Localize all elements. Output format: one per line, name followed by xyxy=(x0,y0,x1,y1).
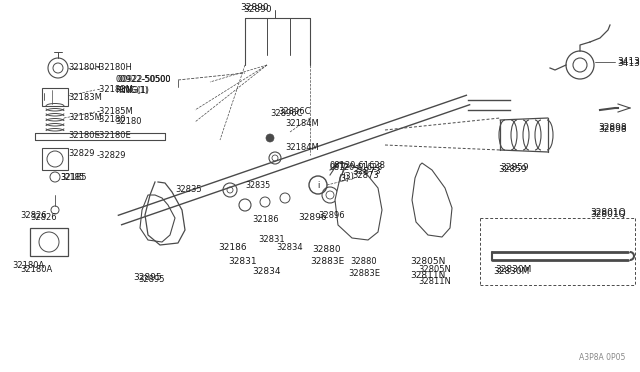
Text: 32896: 32896 xyxy=(298,214,326,222)
Text: 32883E: 32883E xyxy=(348,269,380,278)
Text: 32180A: 32180A xyxy=(12,260,44,269)
Text: 32873: 32873 xyxy=(352,170,379,180)
Polygon shape xyxy=(335,165,382,240)
Text: 32890: 32890 xyxy=(241,3,269,13)
Polygon shape xyxy=(412,163,452,237)
Text: 00922-50500: 00922-50500 xyxy=(118,76,172,84)
Text: 32834: 32834 xyxy=(276,244,303,253)
Text: 32185: 32185 xyxy=(60,173,84,182)
Text: 32895: 32895 xyxy=(138,276,164,285)
Text: 32898: 32898 xyxy=(598,125,627,135)
Text: 32873: 32873 xyxy=(352,167,381,176)
Text: 32896C: 32896C xyxy=(270,109,303,118)
Circle shape xyxy=(266,134,274,142)
Text: -32180H: -32180H xyxy=(97,64,133,73)
Text: 32805N: 32805N xyxy=(418,266,451,275)
Text: 32184M: 32184M xyxy=(285,119,319,128)
Text: 32883E: 32883E xyxy=(310,257,344,266)
Text: i: i xyxy=(317,180,319,189)
Text: 32811N: 32811N xyxy=(418,278,451,286)
Text: 32184M: 32184M xyxy=(285,144,319,153)
Text: 32830M: 32830M xyxy=(493,267,529,276)
Text: 32831: 32831 xyxy=(258,235,285,244)
Text: 32186: 32186 xyxy=(252,215,278,224)
Text: 32859: 32859 xyxy=(500,164,529,173)
Text: 32880: 32880 xyxy=(312,246,340,254)
Text: 32180A: 32180A xyxy=(20,266,52,275)
Text: 08120-61628: 08120-61628 xyxy=(330,164,383,173)
Text: 32830M: 32830M xyxy=(495,266,531,275)
Text: RING(1): RING(1) xyxy=(118,86,149,94)
Text: A3P8A 0P05: A3P8A 0P05 xyxy=(579,353,625,362)
Text: 32180H: 32180H xyxy=(68,62,101,71)
Text: 34130Y: 34130Y xyxy=(617,58,640,67)
Text: 32185M: 32185M xyxy=(68,113,102,122)
Text: 32890: 32890 xyxy=(244,6,272,15)
Text: 32895: 32895 xyxy=(133,273,162,282)
Text: 32896: 32896 xyxy=(318,211,344,219)
Text: 32896C: 32896C xyxy=(278,108,310,116)
Text: 32880: 32880 xyxy=(350,257,376,266)
Text: 32180E: 32180E xyxy=(68,131,100,141)
Text: 32826: 32826 xyxy=(20,211,47,219)
Bar xyxy=(30,228,68,256)
Polygon shape xyxy=(140,195,175,242)
Text: 32185: 32185 xyxy=(60,173,86,183)
Text: 32186: 32186 xyxy=(218,244,246,253)
Text: -32183M: -32183M xyxy=(97,86,134,94)
Text: 32834: 32834 xyxy=(252,267,280,276)
Text: (3): (3) xyxy=(342,171,354,180)
Text: 32831: 32831 xyxy=(228,257,257,266)
Text: 32801Q: 32801Q xyxy=(590,208,626,218)
Text: 32811N: 32811N xyxy=(410,270,445,279)
Text: -32185M: -32185M xyxy=(97,108,134,116)
Text: 00922-50500: 00922-50500 xyxy=(115,76,170,84)
Text: 32826: 32826 xyxy=(30,214,56,222)
Text: -32180: -32180 xyxy=(97,115,127,125)
Text: 32805N: 32805N xyxy=(410,257,445,266)
Text: 32835: 32835 xyxy=(245,180,270,189)
Text: 32183M: 32183M xyxy=(68,93,102,102)
Text: -32180E: -32180E xyxy=(97,131,132,141)
Text: 32835: 32835 xyxy=(175,186,202,195)
Text: 32801Q: 32801Q xyxy=(590,211,626,219)
Text: 34130Y: 34130Y xyxy=(617,58,640,67)
Text: 32180: 32180 xyxy=(115,118,141,126)
Text: 32829: 32829 xyxy=(68,150,95,158)
Text: 32898: 32898 xyxy=(598,124,627,132)
Text: 32859: 32859 xyxy=(498,166,527,174)
Text: (3): (3) xyxy=(338,173,349,183)
Bar xyxy=(42,88,68,106)
Text: -32829: -32829 xyxy=(97,151,127,160)
Bar xyxy=(42,148,68,170)
Text: RING(1): RING(1) xyxy=(115,86,148,94)
Text: 08120-61628: 08120-61628 xyxy=(330,160,386,170)
